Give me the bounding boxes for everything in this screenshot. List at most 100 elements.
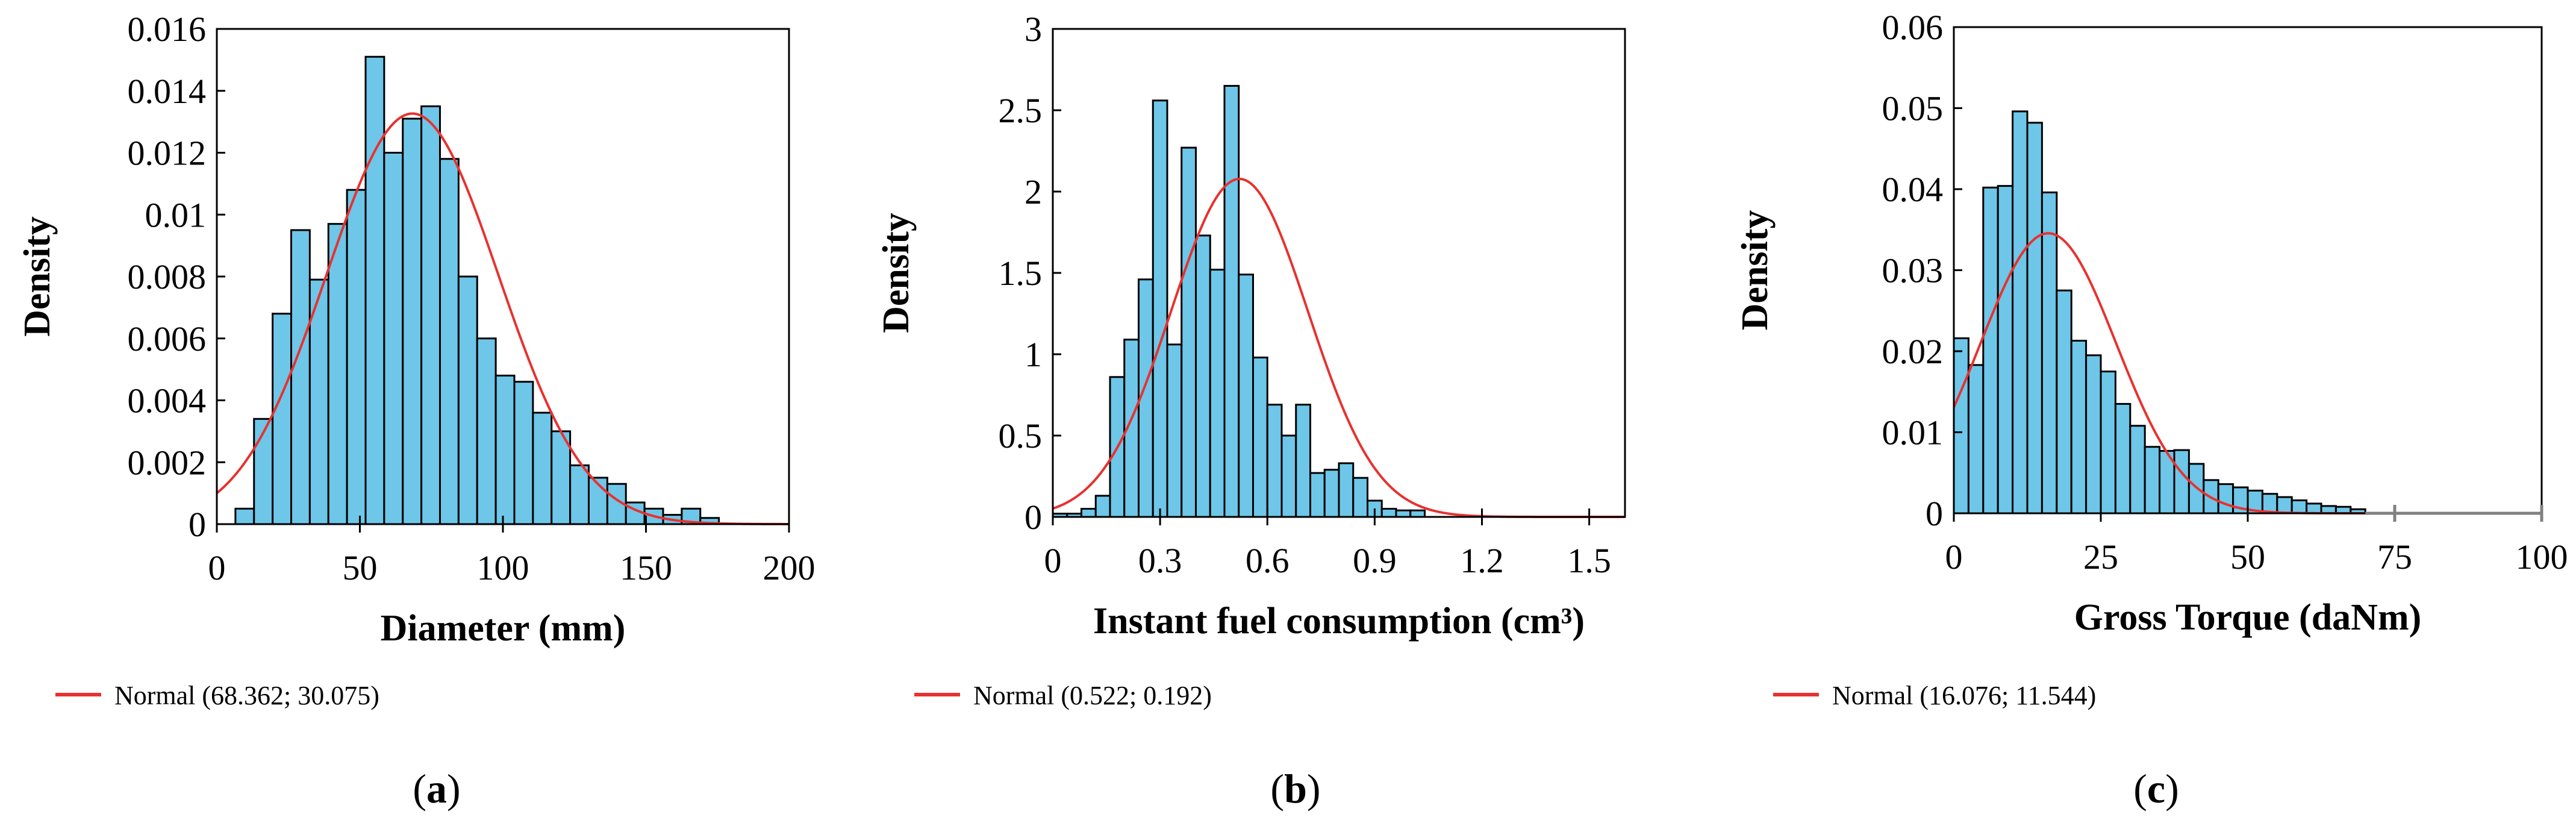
histogram-bar: [420, 105, 441, 525]
histogram-bar: [1967, 364, 1985, 514]
legend-label: Normal (16.076; 11.544): [1832, 681, 2096, 710]
chart-a: 0 0.002 0.004 0.006 0.008 0.01 0.012 0.014 0.016…: [17, 10, 816, 710]
y-axis-title: Density: [17, 216, 58, 337]
panel-c: 0 0.01 0.02 0.03 0.04 0.05 0.06 0 25 50 75 100 Gross…: [1718, 0, 2576, 835]
panel-a: 0 0.002 0.004 0.006 0.008 0.01 0.012 0.014 0.016…: [0, 0, 859, 835]
x-tick-label: 1.5: [1567, 541, 1611, 580]
histogram-bar: [2129, 425, 2146, 514]
caption-c: (c): [2133, 766, 2179, 812]
histogram-bar: [2306, 502, 2322, 514]
y-axis-title: Density: [876, 213, 917, 333]
x-tick-label: 0.9: [1353, 541, 1397, 580]
histogram-bar: [1195, 234, 1211, 518]
x-tick-label: 75: [2377, 537, 2412, 577]
histogram-bar: [2114, 402, 2132, 514]
x-tick-label: 0: [1945, 537, 1963, 577]
histogram-bar: [1152, 99, 1168, 518]
histogram-bar: [2041, 191, 2058, 514]
histogram-bar: [2056, 289, 2072, 514]
x-axis-title: Instant fuel consumption (cm³): [1093, 601, 1585, 642]
histogram-bar: [2012, 110, 2029, 514]
histogram-bar: [383, 152, 404, 525]
legend-label: Normal (0.522; 0.192): [973, 681, 1212, 710]
histogram-bar: [1982, 186, 1999, 514]
y-tick-label: 3: [1024, 10, 1042, 49]
y-tick-label: 0.04: [1882, 170, 1944, 209]
histogram-bar: [1280, 434, 1297, 518]
histogram-bar: [2070, 340, 2088, 514]
histogram-bar: [2291, 499, 2308, 514]
y-tick-label: 0.014: [128, 72, 207, 111]
chart-c: 0 0.01 0.02 0.03 0.04 0.05 0.06 0 25 50 75 100 Gross…: [1735, 8, 2568, 710]
y-tick-label: 0.03: [1882, 251, 1944, 290]
y-tick-label: 0.002: [128, 443, 207, 482]
histogram-bar: [476, 337, 497, 525]
histogram-bar: [1252, 356, 1268, 518]
histogram-bar: [1081, 508, 1097, 518]
y-axis-title: Density: [1735, 210, 1776, 331]
y-tick-label: 0: [1024, 498, 1042, 537]
y-tick-label: 2.5: [999, 91, 1043, 130]
y-tick-label: 0: [189, 505, 206, 544]
y-tick-label: 0.006: [128, 319, 207, 358]
histogram-bar: [457, 275, 478, 525]
histogram-bar: [1380, 508, 1397, 518]
histogram-bar: [327, 223, 348, 525]
histogram-bar: [1238, 274, 1254, 518]
x-tick-label: 100: [2516, 537, 2568, 577]
histogram-bar: [1295, 404, 1311, 518]
histogram-bar: [513, 381, 534, 525]
x-tick-label: 1.2: [1460, 541, 1504, 580]
histogram-bar: [2085, 354, 2102, 514]
histogram-bar: [494, 374, 516, 525]
histogram-bar: [1166, 343, 1183, 518]
y-tick-label: 2: [1024, 172, 1042, 211]
caption-c-letter: c: [2147, 766, 2166, 812]
legend-label: Normal (68.362; 30.075): [114, 681, 379, 710]
histogram-bar: [234, 507, 255, 525]
caption-a-letter: a: [426, 766, 447, 812]
normal-curve: [216, 112, 789, 525]
histogram-bar: [1209, 269, 1226, 518]
chart-b: 0 0.5 1 1.5 2 2.5 3 0 0.3 0.6 0.9 1.2 1.5 Instant fue…: [876, 10, 1626, 710]
histogram-bar: [1266, 404, 1283, 518]
x-tick-label: 50: [2230, 537, 2265, 577]
y-tick-label: 1: [1024, 335, 1042, 374]
y-tick-label: 0.01: [145, 195, 207, 234]
y-tick-label: 0.05: [1882, 89, 1944, 128]
x-tick-label: 0.6: [1246, 541, 1290, 580]
panel-b: 0 0.5 1 1.5 2 2.5 3 0 0.3 0.6 0.9 1.2 1.5 Instant fue…: [859, 0, 1718, 835]
histogram-bar: [532, 411, 553, 525]
y-tick-label: 0.01: [1882, 413, 1944, 452]
x-tick-label: 0: [208, 548, 226, 587]
y-tick-label: 0: [1926, 494, 1943, 533]
caption-b: (b): [1270, 766, 1321, 812]
histogram-bar: [1997, 185, 2014, 514]
histogram-bar: [2100, 371, 2116, 514]
histogram-bar: [1409, 509, 1426, 518]
x-tick-label: 200: [763, 548, 816, 587]
y-tick-label: 0.02: [1882, 332, 1944, 371]
histogram-bar: [2144, 446, 2161, 514]
histogram-bar: [1094, 495, 1111, 518]
histogram-bar: [1323, 469, 1340, 518]
x-axis-title: Gross Torque (daNm): [2074, 597, 2422, 638]
y-tick-label: 0.012: [128, 134, 207, 173]
x-tick-label: 25: [2083, 537, 2118, 577]
histogram-bar: [1953, 337, 1969, 514]
caption-a: (a): [413, 766, 461, 812]
caption-b-letter: b: [1284, 766, 1307, 812]
histogram-bar: [2217, 483, 2235, 514]
x-axis-title: Diameter (mm): [381, 608, 626, 649]
histogram-bar: [1223, 85, 1240, 518]
histogram-bar: [346, 189, 367, 525]
x-tick-label: 0: [1044, 541, 1062, 580]
histogram-bar: [439, 158, 460, 525]
histogram-bar: [569, 464, 590, 525]
histogram-bar: [1180, 146, 1197, 518]
histogram-bar: [364, 55, 385, 525]
x-tick-label: 150: [620, 548, 672, 587]
y-tick-label: 0.5: [999, 416, 1043, 455]
histogram-bar: [2276, 496, 2293, 514]
histogram-bar: [1395, 509, 1412, 518]
